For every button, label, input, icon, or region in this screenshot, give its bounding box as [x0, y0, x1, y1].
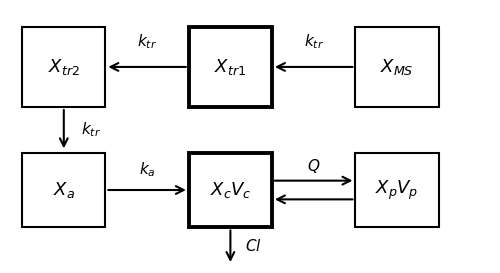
Text: $k_{tr}$: $k_{tr}$ — [304, 32, 324, 51]
Bar — [22, 153, 105, 227]
Bar — [189, 27, 272, 107]
Text: $X_{MS}$: $X_{MS}$ — [380, 57, 414, 77]
Text: $X_p V_p$: $X_p V_p$ — [376, 179, 418, 201]
Text: $Q$: $Q$ — [307, 157, 320, 175]
Text: $k_{tr}$: $k_{tr}$ — [81, 120, 101, 139]
Bar — [356, 153, 438, 227]
Text: $k_a$: $k_a$ — [139, 161, 156, 179]
Bar — [356, 27, 438, 107]
Text: $X_{tr2}$: $X_{tr2}$ — [48, 57, 80, 77]
Text: $X_a$: $X_a$ — [53, 180, 75, 200]
Bar — [189, 153, 272, 227]
Text: $X_c V_c$: $X_c V_c$ — [210, 180, 251, 200]
Text: $Cl$: $Cl$ — [245, 238, 262, 254]
Bar — [22, 27, 105, 107]
Text: $k_{tr}$: $k_{tr}$ — [137, 32, 157, 51]
Text: $X_{tr1}$: $X_{tr1}$ — [214, 57, 246, 77]
